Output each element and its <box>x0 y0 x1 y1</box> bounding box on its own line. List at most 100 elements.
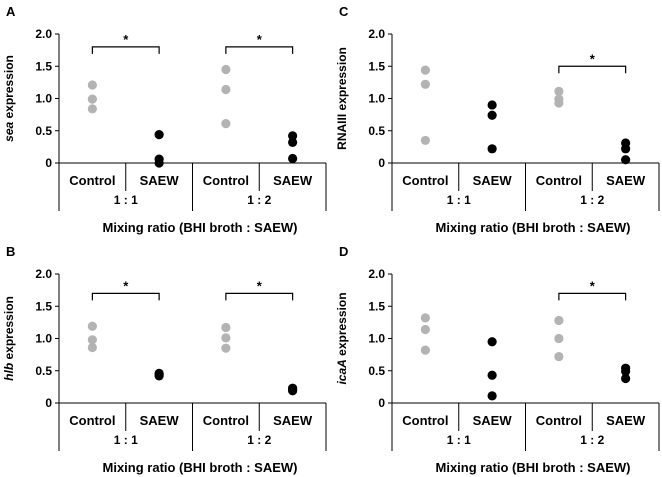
category-label: SAEW <box>273 173 313 188</box>
y-axis-label: hlb expression <box>2 296 16 381</box>
control-point <box>420 65 430 75</box>
y-tick-label: 2.0 <box>35 267 52 281</box>
category-label: SAEW <box>473 173 513 188</box>
y-tick-label: 1.5 <box>35 299 52 313</box>
panel-label: A <box>6 4 16 19</box>
control-point <box>87 321 97 331</box>
y-axis-label: icaA expression <box>335 292 349 384</box>
saew-point <box>154 154 164 164</box>
saew-point <box>621 373 631 384</box>
y-axis-label-gene: icaA <box>335 359 349 384</box>
y-axis-label-gene: hlb <box>2 363 16 381</box>
saew-point <box>487 110 497 120</box>
category-label: Control <box>203 173 249 188</box>
x-axis-label: Mixing ratio (BHI broth : SAEW) <box>103 220 298 235</box>
significance-bracket <box>558 292 627 301</box>
y-tick-label: 0 <box>45 156 52 170</box>
significance-bracket <box>558 65 627 74</box>
control-point <box>420 79 430 89</box>
significance-star: * <box>590 51 596 66</box>
group-label: 1 : 2 <box>247 433 271 447</box>
control-point <box>221 333 231 343</box>
saew-point <box>621 138 631 148</box>
category-label: SAEW <box>140 173 180 188</box>
group-label: 1 : 2 <box>247 193 271 207</box>
y-tick-label: 0 <box>45 396 52 410</box>
control-point <box>221 343 231 353</box>
y-tick-label: 1.5 <box>35 59 52 73</box>
saew-point <box>487 144 497 154</box>
panel-label: D <box>339 244 348 259</box>
y-tick-label: 0 <box>378 396 385 410</box>
significance-bracket <box>91 292 160 301</box>
y-tick-label: 0.5 <box>35 364 52 378</box>
y-axis-label: RNAIII expression <box>335 47 349 150</box>
y-axis-label-text: expression <box>2 55 16 122</box>
group-label: 1 : 1 <box>447 193 471 207</box>
control-point <box>87 104 97 114</box>
category-label: Control <box>69 413 115 428</box>
y-tick-label: 1.0 <box>368 332 385 346</box>
control-point <box>420 135 430 146</box>
group-label: 1 : 1 <box>447 433 471 447</box>
category-label: Control <box>69 173 115 188</box>
y-tick-label: 2.0 <box>35 27 52 41</box>
y-axis-label-gene: sea <box>2 122 16 142</box>
control-point <box>221 64 231 75</box>
significance-bracket <box>225 46 294 54</box>
x-axis-label: Mixing ratio (BHI broth : SAEW) <box>436 220 631 235</box>
y-axis-label-text: expression <box>335 292 349 359</box>
y-tick-label: 1.5 <box>368 59 385 73</box>
y-tick-label: 0.5 <box>368 364 385 378</box>
panel-label: B <box>6 244 15 259</box>
category-label: SAEW <box>273 413 313 428</box>
control-point <box>554 86 564 97</box>
x-axis-label: Mixing ratio (BHI broth : SAEW) <box>436 460 631 475</box>
saew-point <box>621 363 631 373</box>
y-tick-label: 2.0 <box>368 267 385 281</box>
group-label: 1 : 1 <box>114 193 138 207</box>
significance-star: * <box>123 278 129 293</box>
category-label: Control <box>536 413 582 428</box>
y-tick-label: 1.0 <box>35 332 52 346</box>
saew-point <box>288 383 298 393</box>
category-label: Control <box>536 173 582 188</box>
y-tick-label: 0 <box>378 156 385 170</box>
control-point <box>87 94 97 104</box>
control-point <box>221 84 231 95</box>
category-label: Control <box>203 413 249 428</box>
control-point <box>554 315 564 326</box>
significance-star: * <box>590 278 596 293</box>
y-tick-label: 2.0 <box>368 27 385 41</box>
saew-point <box>154 368 164 378</box>
category-label: SAEW <box>606 413 646 428</box>
significance-bracket <box>91 46 160 54</box>
control-point <box>87 342 97 353</box>
y-axis-label-text: RNAIII expression <box>335 47 349 150</box>
category-label: SAEW <box>140 413 180 428</box>
y-tick-label: 1.0 <box>368 92 385 106</box>
saew-point <box>487 100 497 110</box>
group-label: 1 : 2 <box>580 433 604 447</box>
control-point <box>87 335 97 345</box>
y-tick-label: 0.5 <box>35 124 52 138</box>
control-point <box>554 333 564 344</box>
y-axis-label: sea expression <box>2 55 16 142</box>
y-tick-label: 0.5 <box>368 124 385 138</box>
saew-point <box>487 370 497 380</box>
significance-star: * <box>257 32 263 47</box>
group-label: 1 : 1 <box>114 433 138 447</box>
category-label: SAEW <box>473 413 513 428</box>
saew-point <box>288 131 298 141</box>
control-point <box>420 324 430 335</box>
saew-point <box>154 130 164 140</box>
control-point <box>420 313 430 323</box>
saew-point <box>621 155 631 165</box>
saew-point <box>288 137 298 147</box>
saew-point <box>487 337 497 347</box>
control-point <box>554 94 564 104</box>
